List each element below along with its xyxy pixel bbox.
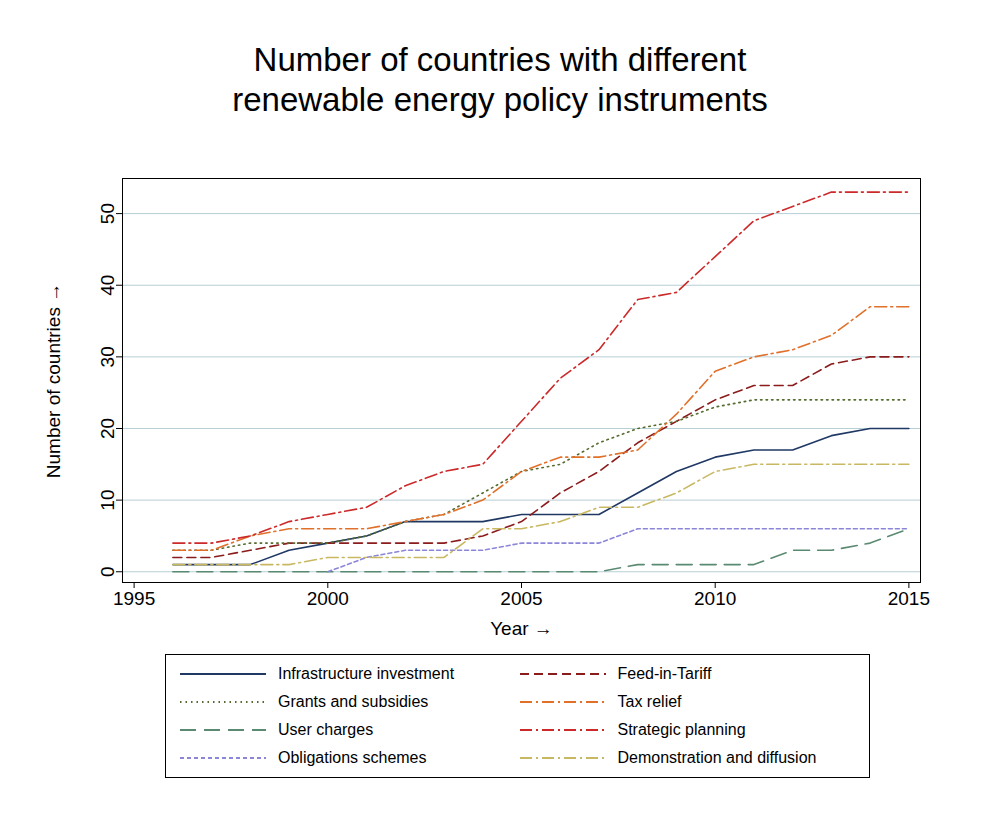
html-text:Tax relief: Tax relief (617, 693, 682, 710)
html-text:Number of countries with diffe: Number of countries with different renew… (232, 41, 768, 118)
svg-text:20: 20 (97, 418, 118, 439)
svg-text:0: 0 (97, 566, 118, 577)
svg-text:40: 40 (97, 275, 118, 296)
svg-text:Number of countries →: Number of countries → (43, 283, 64, 478)
svg-text:2015: 2015 (888, 588, 930, 609)
svg-text:2000: 2000 (307, 588, 349, 609)
html-text:Obligations schemes: Obligations schemes (278, 749, 427, 766)
svg-text:Year →: Year → (490, 618, 553, 639)
svg-text:1995: 1995 (113, 588, 155, 609)
html-text:Demonstration and diffusion: Demonstration and diffusion (617, 749, 817, 766)
html-text:Feed-in-Tariff: Feed-in-Tariff (617, 665, 712, 682)
svg-text:2005: 2005 (500, 588, 542, 609)
svg-text:10: 10 (97, 490, 118, 511)
html-text:Infrastructure investment: Infrastructure investment (278, 665, 455, 682)
html-text:Grants and subsidies: Grants and subsidies (278, 693, 429, 710)
html-text:Strategic planning: Strategic planning (617, 721, 746, 738)
html-text:User charges: User charges (278, 721, 374, 738)
svg-text:2010: 2010 (694, 588, 736, 609)
svg-text:50: 50 (97, 203, 118, 224)
svg-text:30: 30 (97, 346, 118, 367)
